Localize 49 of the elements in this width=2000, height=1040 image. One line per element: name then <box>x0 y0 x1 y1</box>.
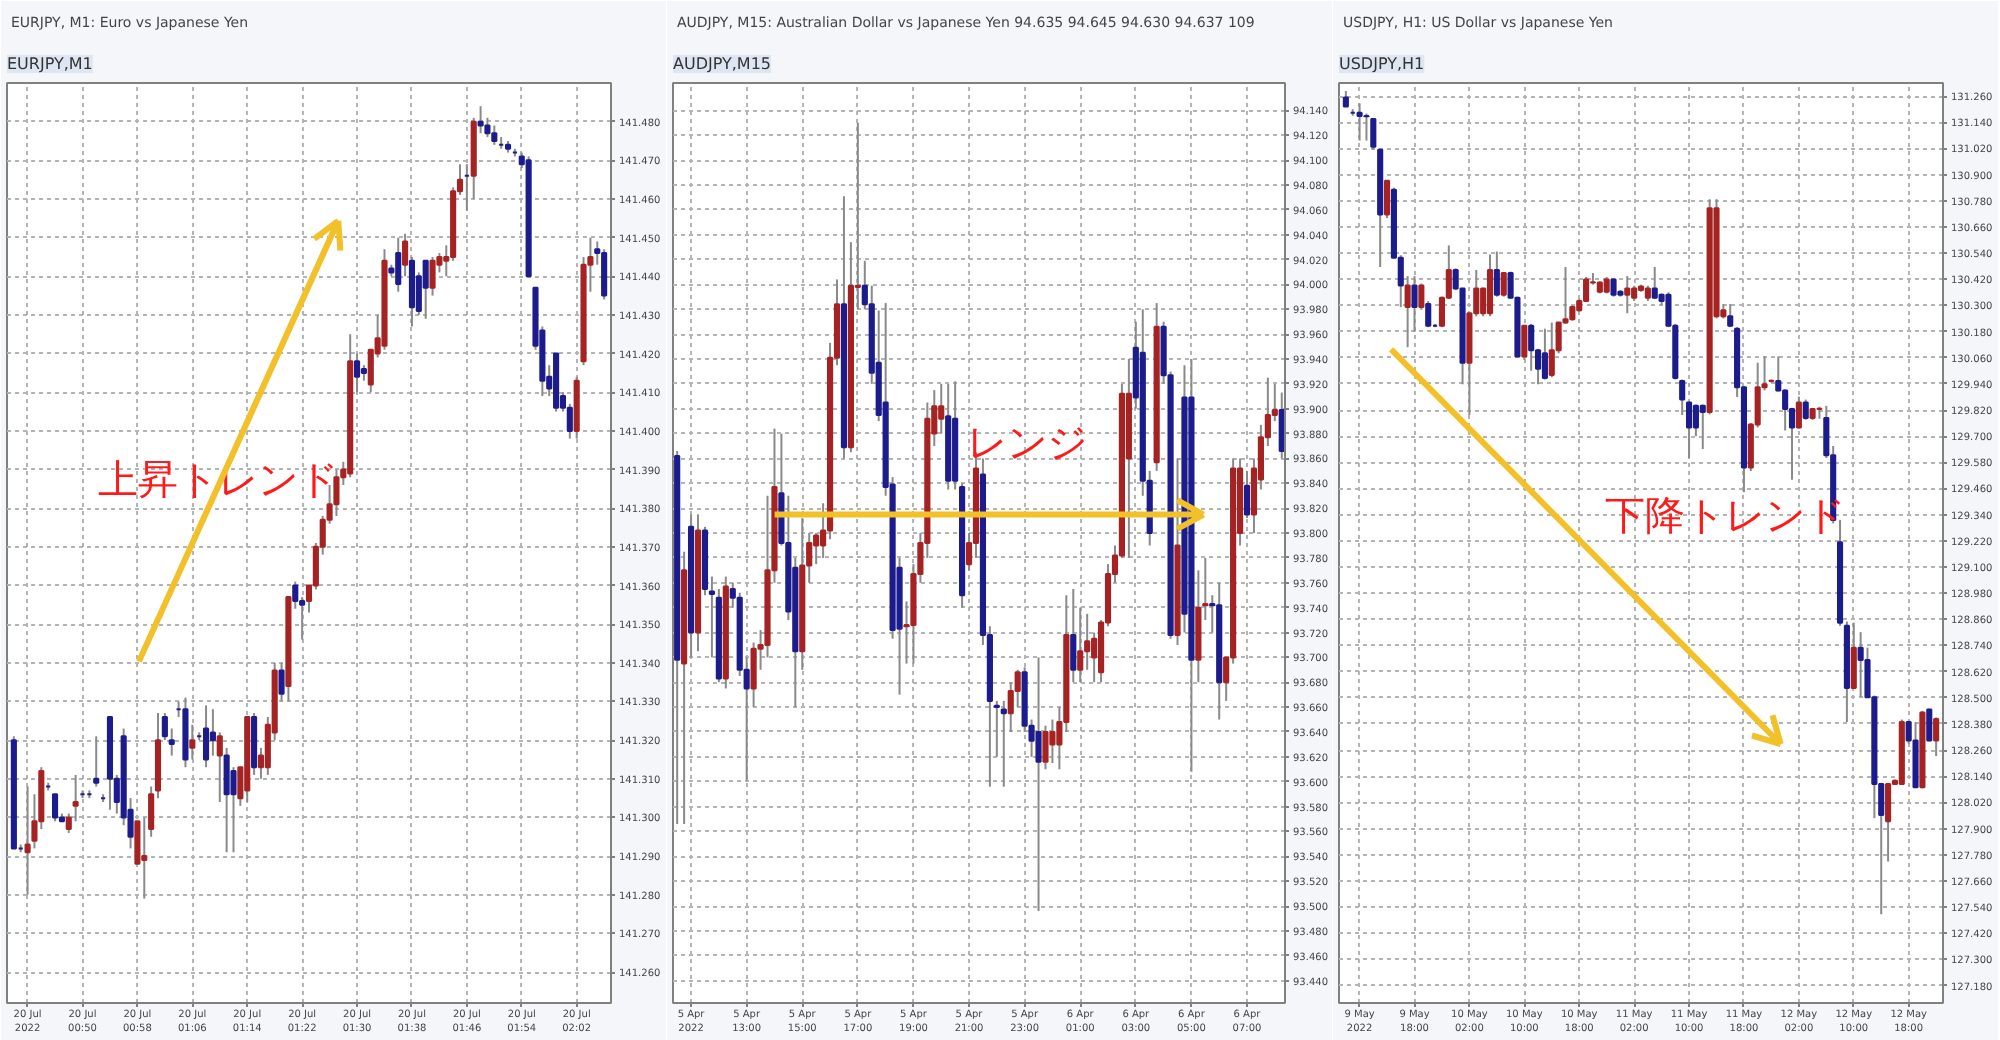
candlestick <box>72 773 79 823</box>
candlestick <box>1049 718 1056 765</box>
candlestick <box>202 704 210 769</box>
candlestick <box>1782 388 1789 432</box>
candlestick <box>93 735 100 788</box>
candlestick <box>422 259 429 320</box>
candlestick <box>1000 699 1007 788</box>
candlestick <box>1912 720 1919 789</box>
annotation: レンジ <box>966 417 1087 466</box>
candlestick <box>491 124 498 146</box>
candlestick <box>1548 321 1555 379</box>
candlestick <box>1411 275 1418 333</box>
candlestick <box>1500 272 1507 298</box>
candlestick <box>353 352 361 394</box>
candlestick <box>1363 112 1370 142</box>
candlestick <box>1486 253 1494 318</box>
candlestick <box>1042 724 1049 771</box>
candlestick <box>1651 266 1658 300</box>
candlestick <box>429 255 436 297</box>
candlestick <box>1528 322 1535 372</box>
candlestick <box>1077 606 1084 684</box>
candlestick <box>1699 403 1706 451</box>
candlestick <box>1383 179 1391 220</box>
candlestick <box>1583 276 1590 304</box>
candlestick <box>1493 250 1500 298</box>
candlestick <box>1795 395 1802 430</box>
candlestick <box>1070 588 1077 684</box>
candlestick <box>24 785 31 896</box>
chart-title: EURJPY,M1 <box>7 55 93 73</box>
chart-title: AUDJPY,M15 <box>673 55 772 73</box>
candlestick <box>1624 275 1631 315</box>
candlestick <box>1356 102 1363 142</box>
candlestick <box>51 793 59 823</box>
candlestick <box>1418 282 1425 311</box>
candlestick <box>1802 398 1809 421</box>
candlestick <box>1857 631 1864 699</box>
candlestick <box>134 820 141 865</box>
candlestick <box>477 105 484 135</box>
candlestick <box>189 723 196 761</box>
candlestick <box>1035 656 1042 912</box>
candlestick <box>1541 327 1548 381</box>
candlestick <box>1243 469 1251 520</box>
candlestick <box>1850 621 1857 691</box>
candlestick <box>333 468 340 517</box>
chart-title: USDJPY,H1 <box>1339 55 1425 73</box>
candlestick <box>278 661 285 703</box>
candlestick <box>395 236 402 293</box>
candlestick <box>1610 277 1617 298</box>
annotation: 下降トレンド <box>1604 491 1845 540</box>
